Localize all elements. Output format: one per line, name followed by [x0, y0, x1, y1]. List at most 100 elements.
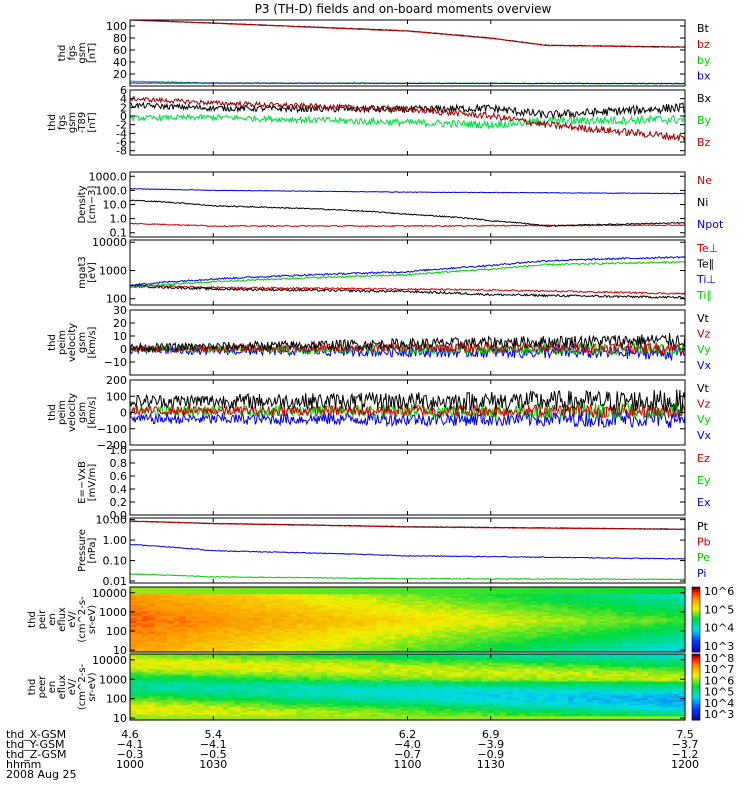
y-axis-label-line: sr-eV): [87, 605, 98, 634]
spectrogram-image: [130, 587, 686, 653]
legend-entry: Vy: [697, 413, 711, 426]
y-tick-label: 0.1: [110, 227, 128, 240]
legend-entry: Npot: [697, 218, 724, 231]
legend-entry: Te⊥: [696, 242, 718, 255]
legend-entry: Bx: [697, 92, 712, 105]
y-tick-label: 0.8: [110, 457, 128, 470]
x-axis-value: 4.6: [121, 728, 139, 741]
series-line-Bt: [129, 19, 686, 48]
y-axis-label-line: thd: [27, 611, 38, 628]
x-axis-value: −4.1: [117, 738, 144, 751]
y-axis-label-line: thd: [57, 45, 68, 62]
y-tick-label: −10: [104, 356, 127, 369]
y-axis-label-line: [nT]: [87, 112, 98, 132]
y-axis-label-line: [cm−3]: [87, 186, 98, 224]
y-axis-label: Pressure [nPa]: [77, 529, 98, 572]
y-axis-label-line: fgs: [67, 45, 78, 60]
x-axis-value: 1100: [394, 758, 422, 771]
y-axis-label: mgat3 [eV]: [77, 256, 98, 289]
legend-entry: Pb: [697, 536, 711, 549]
y-tick-label: 100: [106, 693, 127, 706]
series-line-Vt: [129, 389, 686, 415]
x-axis-value: 1000: [116, 758, 144, 771]
y-axis-label-line: [km/s]: [87, 396, 98, 428]
y-tick-label: 0.0: [110, 509, 128, 522]
series-line-Vt: [129, 333, 686, 354]
series-line-Pe: [129, 573, 686, 581]
y-axis-label-line: thd: [47, 404, 58, 421]
colorbar-tick-label: 10^4: [704, 697, 734, 710]
series-line-Pi: [129, 543, 686, 560]
y-tick-label: −100: [97, 423, 127, 436]
x-axis-value: 6.9: [482, 728, 500, 741]
series-line-By: [129, 113, 686, 130]
y-axis-label-line: eV/: [67, 678, 78, 695]
y-tick-label: 1000: [99, 265, 127, 278]
y-tick-label: 100: [106, 390, 127, 403]
colorbar-tick-label: 10^5: [704, 603, 734, 616]
colorbar-tick-label: 10^7: [704, 663, 734, 676]
y-tick-label: 10000: [92, 587, 127, 600]
y-tick-label: 10.00: [96, 514, 128, 527]
series-line-Bz: [129, 96, 686, 142]
figure-title: P3 (TH-D) fields and on-board moments ov…: [255, 2, 552, 16]
y-tick-label: -2: [116, 119, 127, 132]
y-tick-label: 20: [113, 68, 127, 81]
y-axis-label-line: [km/s]: [87, 326, 98, 358]
y-tick-label: 60: [113, 44, 127, 57]
y-tick-label: 20: [113, 317, 127, 330]
legend-entry: Vt: [697, 312, 710, 325]
x-axis-value: −0.7: [394, 748, 421, 761]
x-axis-value: −0.9: [477, 748, 504, 761]
y-tick-label: 4: [120, 93, 127, 106]
x-axis-row-label: 2008 Aug 25: [6, 768, 76, 781]
colorbar-tick-label: 10^6: [704, 585, 734, 598]
y-axis-label-line: [eV]: [87, 262, 98, 283]
colorbar: 10^310^410^510^610^710^8: [691, 652, 734, 721]
x-axis-value: 5.4: [205, 728, 223, 741]
y-axis-label-line: velocity: [67, 393, 78, 432]
y-axis-label-line: peim: [57, 330, 68, 355]
y-tick-label: 0: [120, 110, 127, 123]
y-axis-label-line: gsm: [67, 112, 78, 133]
legend-entry: Ti∥: [696, 289, 712, 302]
y-axis-label-line: (cm^2-s-: [77, 663, 88, 710]
y-axis-label-line: eV/: [67, 611, 78, 628]
series-line-Ni: [129, 199, 686, 228]
legend-entry: Vx: [697, 429, 712, 442]
x-axis-value: −0.3: [117, 748, 144, 761]
series-line-Te⊥: [129, 284, 686, 296]
y-axis-label: thd peim velocity gsm [km/s]: [47, 393, 98, 432]
x-axis-value: 1200: [671, 758, 699, 771]
y-axis-label-line: [mV/m]: [87, 464, 98, 502]
series-line-Npot: [129, 187, 685, 195]
legend-entry: by: [697, 54, 711, 67]
series-line-Te∥: [129, 284, 686, 300]
y-tick-label: 2: [120, 101, 127, 114]
y-tick-label: 0.2: [110, 496, 128, 509]
y-axis-label-line: Pressure: [77, 529, 88, 572]
series-line-Pt: [129, 520, 686, 530]
y-axis-label-line: eflux: [57, 675, 68, 700]
y-axis-label-line: gsm: [77, 42, 88, 63]
y-axis-label: Density [cm−3]: [77, 185, 98, 223]
y-axis-label-line: peer: [37, 675, 48, 699]
y-tick-label: 0: [120, 407, 127, 420]
legend-entry: Vz: [697, 328, 711, 341]
y-axis-label-line: E=−VxB: [77, 461, 88, 504]
x-axis-value: 7.5: [676, 728, 694, 741]
panel-frame: [129, 239, 686, 306]
y-tick-label: -8: [116, 145, 127, 158]
y-axis-label-line: [nT]: [87, 43, 98, 63]
legend-entry: Pe: [697, 551, 710, 564]
y-tick-label: 100.0: [96, 184, 128, 197]
panel-frame: [129, 171, 686, 238]
colorbar-tick-label: 10^5: [704, 686, 734, 699]
y-tick-label: 80: [113, 32, 127, 45]
x-axis-value: −4.1: [200, 738, 227, 751]
y-axis-label-line: peir: [37, 609, 48, 629]
